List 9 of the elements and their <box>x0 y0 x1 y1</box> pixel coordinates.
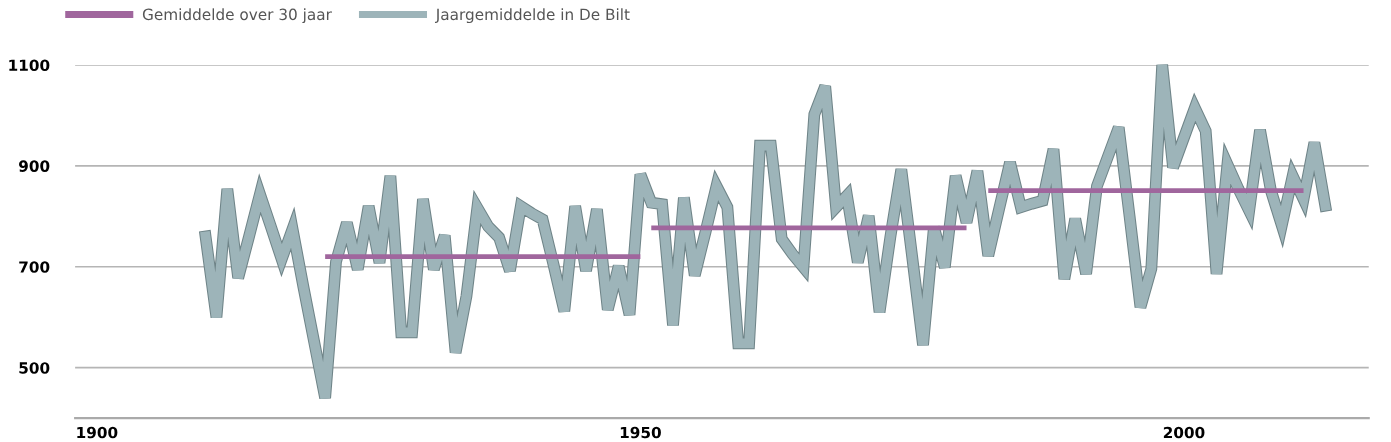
legend-label: Gemiddelde over 30 jaar <box>142 8 332 24</box>
x-tick-label: 2000 <box>1163 426 1205 439</box>
x-tick-label: 1950 <box>620 426 661 439</box>
x-tick-label: 1900 <box>77 426 118 439</box>
y-tick-label: 700 <box>19 261 50 273</box>
y-tick-label: 900 <box>19 160 50 172</box>
y-tick-label: 500 <box>19 362 50 374</box>
legend-label: Jaargemiddelde in De Bilt <box>434 8 630 24</box>
y-tick-label: 1100 <box>9 59 50 71</box>
